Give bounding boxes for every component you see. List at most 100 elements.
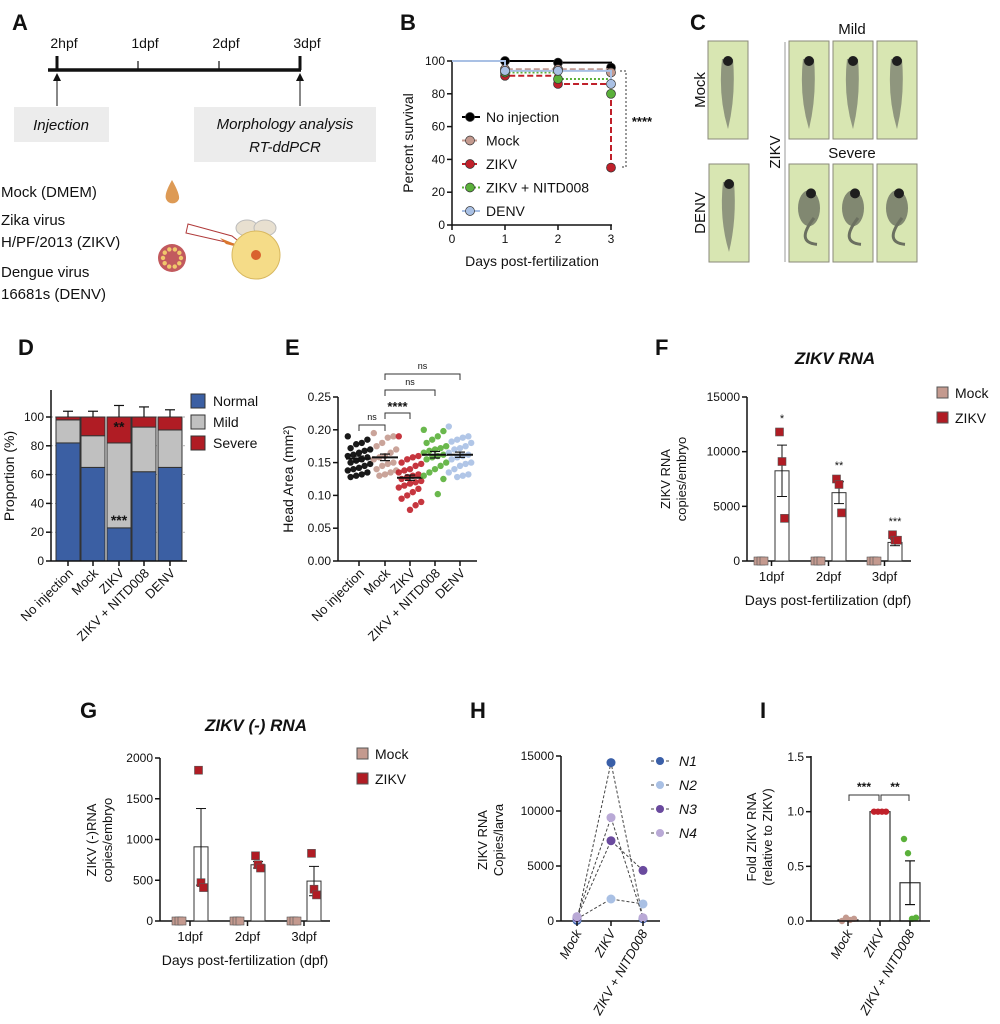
legend-swatch [190, 393, 206, 409]
significance-label: ** [890, 780, 900, 794]
data-point [459, 434, 466, 441]
y-tick-label: 1.0 [787, 805, 804, 819]
series-line-N3 [576, 839, 644, 918]
survival-point [553, 74, 563, 84]
survival-point [606, 88, 616, 99]
y-tick-label: 15000 [707, 390, 741, 404]
y-tick-label: 0 [146, 914, 153, 928]
fish-body [845, 59, 859, 129]
fish-body [721, 182, 735, 252]
data-point [364, 469, 371, 476]
data-point [426, 447, 433, 454]
data-point [361, 447, 368, 454]
data-point [465, 433, 472, 440]
bar-normal [55, 442, 81, 562]
legend-label: ZIKV [375, 771, 407, 787]
bar-severe [80, 416, 106, 437]
panel-label-F: F [655, 335, 668, 360]
significance-label: ns [418, 361, 428, 371]
legend-swatch [936, 386, 949, 399]
y-tick-label: 60 [432, 120, 446, 134]
legend-label: Normal [213, 393, 258, 409]
series-line-N2 [576, 898, 644, 920]
inoculum-label: Dengue virus [1, 264, 89, 281]
comparison-bracket [358, 424, 386, 431]
fish-body [886, 190, 908, 227]
category-label: ZIKV [591, 926, 620, 961]
data-point [448, 456, 455, 463]
legend-marker [656, 805, 664, 813]
data-point [418, 460, 425, 468]
data-point [912, 914, 920, 921]
x-tick-label: 0 [449, 232, 456, 246]
bar-severe [157, 416, 183, 431]
data-point [361, 462, 368, 470]
fish-body [798, 190, 820, 227]
bar-normal [80, 466, 106, 562]
virus-spike [177, 261, 182, 266]
legend-label: Mock [486, 133, 520, 149]
virus-spike [172, 247, 178, 252]
y-tick-label: 20 [432, 185, 446, 199]
panel-label-B: B [400, 10, 416, 35]
category-label: 3dpf [872, 569, 898, 584]
y-tick-label: 0.20 [308, 423, 332, 437]
data-point [462, 443, 469, 450]
timeline-tick-label: 1dpf [131, 35, 158, 51]
survival-line-DENV [452, 60, 612, 84]
fish-tail [803, 216, 818, 246]
y-tick-label: 80 [432, 87, 446, 101]
y-axis-label: Copies/larva [491, 803, 506, 876]
virus-spike [162, 250, 167, 255]
data-point [834, 480, 844, 489]
y-tick-label: 0.0 [787, 914, 804, 928]
inoculum-label: 16681s (DENV) [1, 286, 106, 303]
data-point [468, 459, 475, 466]
comparison-bracket [384, 412, 411, 419]
data-point [440, 475, 447, 483]
y-tick-label: 10000 [707, 445, 741, 459]
data-point [344, 433, 351, 440]
data-point [312, 890, 321, 900]
category-label: ZIKV + NITD008 [856, 926, 918, 1018]
category-label: 3dpf [291, 929, 317, 944]
data-point [364, 436, 371, 443]
y-tick-label: 40 [432, 152, 446, 166]
inoculum-label: Mock (DMEM) [1, 184, 97, 201]
data-point [837, 508, 846, 518]
y-tick-label: 0 [37, 554, 44, 568]
analysis-label: Morphology analysis [217, 116, 354, 133]
data-point [638, 899, 648, 909]
data-point [759, 556, 769, 566]
data-point [395, 469, 402, 476]
data-point [344, 467, 351, 474]
bar-normal [131, 471, 157, 562]
significance-label: * [780, 413, 785, 425]
legend-label: No injection [486, 109, 559, 125]
bar-mild [131, 426, 157, 473]
comparison-bracket [880, 794, 910, 801]
data-point [367, 460, 374, 468]
data-point [418, 477, 425, 485]
legend-marker [465, 206, 475, 216]
droplet-icon [165, 180, 180, 204]
data-point [384, 460, 391, 468]
arrow-head-icon [296, 73, 304, 81]
y-tick-label: 0.10 [308, 488, 332, 502]
legend-label: ZIKV + NITD008 [486, 180, 589, 196]
y-tick-label: 1.5 [787, 750, 804, 764]
mild-label: Mild [838, 21, 866, 38]
data-point [418, 498, 425, 506]
legend-marker [656, 829, 664, 837]
analysis-label: RT-ddPCR [249, 139, 321, 156]
fish-eye [892, 56, 902, 66]
data-point [355, 449, 363, 456]
bar [869, 811, 891, 922]
significance-bracket [620, 70, 627, 168]
y-axis-label: copies/embryo [100, 798, 115, 883]
significance-label: ** [835, 460, 844, 472]
y-tick-label: 0 [438, 218, 445, 232]
virus-spike [167, 247, 172, 252]
legend-marker [656, 781, 664, 789]
y-tick-label: 0.25 [308, 390, 332, 404]
